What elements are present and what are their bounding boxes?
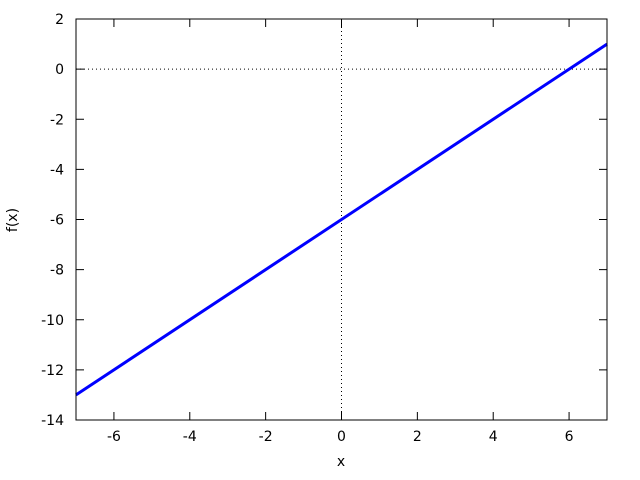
y-tick-label: 0 — [55, 62, 64, 78]
y-axis-label: f(x) — [5, 207, 21, 233]
x-tick-label: -6 — [107, 429, 121, 445]
data-line — [75, 42, 608, 397]
y-tick-label: -10 — [41, 313, 64, 329]
y-tick-label: -4 — [50, 162, 64, 178]
x-tick-label: -4 — [183, 429, 197, 445]
y-tick-label: -12 — [41, 363, 64, 379]
y-tick-label: -2 — [50, 112, 64, 128]
x-tick-label: 4 — [489, 429, 498, 445]
x-tick-label: 0 — [337, 429, 346, 445]
y-tick-label: -14 — [41, 413, 64, 429]
x-tick-label: 2 — [413, 429, 422, 445]
x-axis-label: x — [336, 454, 346, 470]
y-tick-label: -8 — [50, 263, 64, 279]
x-tick-label: -2 — [259, 429, 273, 445]
y-tick-label: 2 — [55, 12, 64, 28]
x-tick-label: 6 — [565, 429, 574, 445]
y-tick-label: -6 — [50, 213, 64, 229]
